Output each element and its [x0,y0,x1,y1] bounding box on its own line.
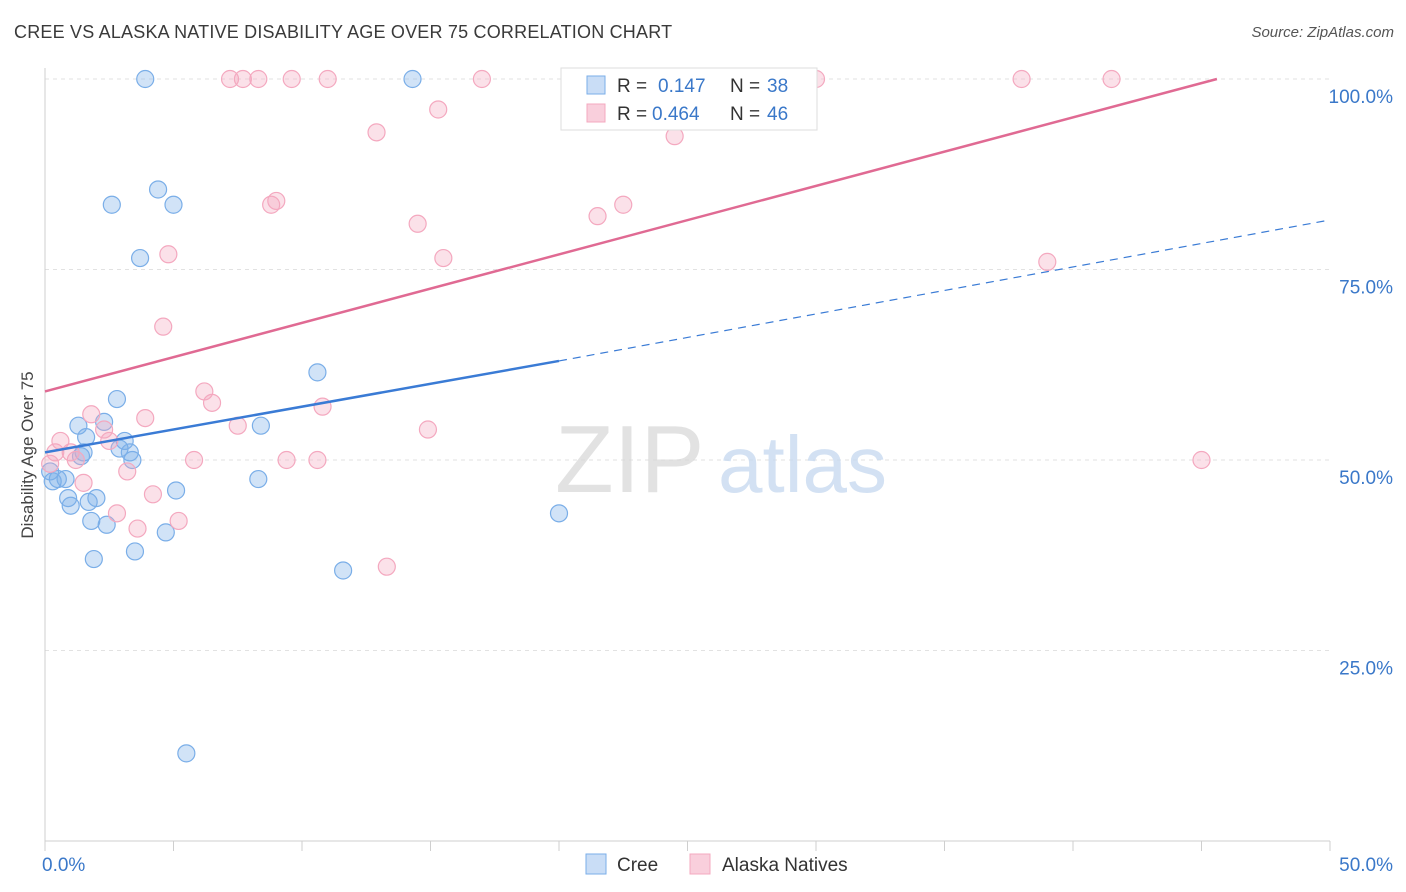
chart-source: Source: ZipAtlas.com [1251,24,1394,41]
stats-r-label-alaska: R = [617,104,647,125]
legend-swatch-alaska [689,853,711,875]
stats-r-value-cree: 0.147 [658,76,706,97]
data-point-cree [84,549,103,569]
data-point-cree [177,744,196,763]
y-tick-label-100: 100.0% [1329,87,1394,108]
watermark-atlas: atlas [718,420,887,509]
data-point-alaska [472,69,491,89]
data-point-alaska [118,462,137,481]
data-point-alaska [1038,252,1057,271]
data-point-cree [403,69,422,89]
data-point-alaska [95,420,114,439]
stats-swatch-alaska [586,103,606,123]
trend-line-cree [44,359,560,454]
y-tick-label-50: 50.0% [1339,468,1393,489]
data-point-cree [249,469,268,489]
data-point-alaska [367,123,386,142]
grid-layer [45,78,1330,651]
stats-n-value-cree: 38 [767,76,788,97]
trend-line-alaska [44,77,1218,393]
data-point-alaska [66,450,85,470]
data-point-alaska [82,405,101,424]
data-point-cree [136,69,155,89]
data-point-cree [125,542,145,561]
data-point-alaska [41,454,60,473]
data-point-cree [549,504,569,523]
data-point-cree [97,515,116,534]
trend-layer [44,77,1331,454]
data-point-alaska [418,420,438,439]
stats-r-label-cree: R = [617,76,647,97]
x-tick-label-0: 0.0% [42,855,85,876]
y-tick-label-75: 75.0% [1339,278,1393,299]
data-point-alaska [267,191,286,211]
data-point-alaska [614,195,633,214]
trend-line-cree-extension [558,219,1331,362]
data-point-alaska [377,557,396,576]
data-point-alaska [74,473,93,492]
data-point-alaska [128,519,147,538]
data-point-cree [61,496,80,515]
data-point-cree [166,481,186,500]
axes-layer: 25.0% 50.0% 75.0% 100.0% 0.0% 50.0% [42,68,1393,876]
stats-n-value-alaska: 46 [767,104,788,125]
stats-swatch-cree [586,75,606,95]
data-point-alaska [107,504,127,523]
data-point-alaska [184,450,204,470]
watermark-zip: ZIP [555,406,704,513]
data-point-alaska [308,450,327,470]
stats-legend: R = 0.147 N = 38 R = 0.464 N = 46 [560,67,818,131]
data-point-cree [148,180,168,199]
data-point-cree [82,511,101,531]
bottom-legend: Cree Alaska Natives [585,853,848,876]
data-point-cree [130,248,150,268]
legend-swatch-cree [585,853,607,875]
data-point-cree [102,195,121,214]
y-axis-label: Disability Age Over 75 [18,371,37,538]
data-point-cree [164,195,183,214]
data-point-alaska [249,69,268,89]
data-point-cree [48,469,67,489]
data-point-alaska [233,69,252,89]
data-point-cree [123,450,142,470]
data-point-alaska [136,408,155,428]
legend-label-cree: Cree [617,855,658,876]
chart-title: CREE VS ALASKA NATIVE DISABILITY AGE OVE… [14,22,673,42]
data-point-cree [74,443,93,462]
data-point-alaska [1102,69,1121,89]
legend-label-alaska: Alaska Natives [722,855,848,876]
data-point-cree [87,489,106,508]
stats-n-label-cree: N = [730,76,760,97]
data-point-alaska [159,245,178,264]
data-point-cree [334,561,353,580]
y-tick-label-25: 25.0% [1339,659,1393,680]
data-point-alaska [277,450,296,470]
data-point-cree [107,389,127,409]
data-point-alaska [434,248,453,268]
stats-r-value-alaska: 0.464 [652,104,700,125]
data-point-alaska [169,511,188,531]
data-point-alaska [408,214,427,233]
data-point-alaska [143,485,163,504]
data-point-alaska [154,317,173,336]
data-point-cree [156,523,175,542]
watermark: ZIP atlas [555,406,887,513]
data-point-cree [56,469,75,489]
data-point-alaska [1012,69,1031,89]
data-point-alaska [1192,450,1211,470]
data-point-cree [251,416,270,435]
data-point-alaska [282,69,301,89]
data-point-alaska [588,207,607,226]
data-point-alaska [220,69,240,89]
x-tick-label-50: 50.0% [1339,855,1393,876]
data-point-cree [308,363,327,382]
data-point-alaska [318,69,337,89]
data-point-alaska [429,100,448,119]
stats-n-label-alaska: N = [730,104,760,125]
data-point-alaska [202,393,222,412]
